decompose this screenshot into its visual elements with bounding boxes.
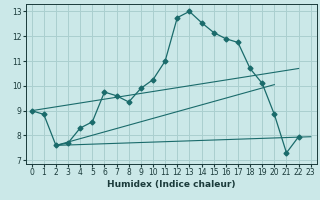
X-axis label: Humidex (Indice chaleur): Humidex (Indice chaleur) [107,180,236,189]
